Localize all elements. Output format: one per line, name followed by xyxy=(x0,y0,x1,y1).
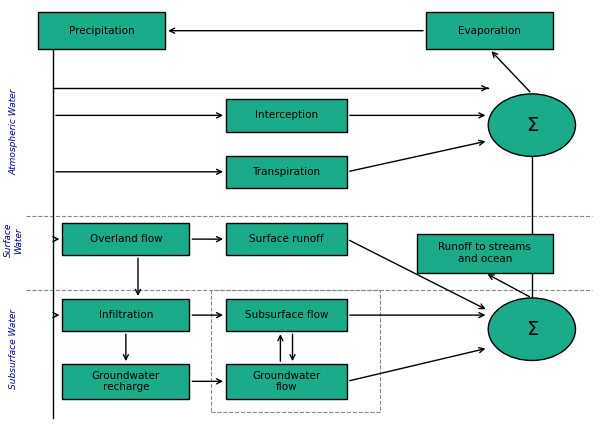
Text: Transpiration: Transpiration xyxy=(252,167,320,177)
FancyBboxPatch shape xyxy=(417,234,553,273)
Text: Σ: Σ xyxy=(526,320,538,339)
FancyBboxPatch shape xyxy=(38,12,165,49)
FancyBboxPatch shape xyxy=(62,223,189,255)
Text: Atmospheric Water: Atmospheric Water xyxy=(9,88,18,175)
FancyBboxPatch shape xyxy=(62,364,189,399)
FancyBboxPatch shape xyxy=(226,299,347,331)
Text: Subsurface flow: Subsurface flow xyxy=(245,310,328,320)
Text: Surface runoff: Surface runoff xyxy=(249,234,324,244)
Text: Groundwater
flow: Groundwater flow xyxy=(252,371,320,392)
Text: Σ: Σ xyxy=(526,116,538,135)
Text: Surface
Water: Surface Water xyxy=(4,223,24,257)
Text: Overland flow: Overland flow xyxy=(90,234,162,244)
Bar xyxy=(211,290,381,412)
FancyBboxPatch shape xyxy=(226,364,347,399)
Text: Runoff to streams
and ocean: Runoff to streams and ocean xyxy=(438,243,531,264)
Text: Evaporation: Evaporation xyxy=(458,26,521,36)
FancyBboxPatch shape xyxy=(226,156,347,188)
Circle shape xyxy=(488,94,576,156)
FancyBboxPatch shape xyxy=(62,299,189,331)
Text: Subsurface Water: Subsurface Water xyxy=(9,309,18,389)
FancyBboxPatch shape xyxy=(226,223,347,255)
Text: Precipitation: Precipitation xyxy=(69,26,135,36)
Text: Groundwater
recharge: Groundwater recharge xyxy=(92,371,160,392)
Circle shape xyxy=(488,298,576,361)
FancyBboxPatch shape xyxy=(226,99,347,132)
FancyBboxPatch shape xyxy=(426,12,553,49)
Text: Interception: Interception xyxy=(255,111,318,120)
Text: Infiltration: Infiltration xyxy=(99,310,153,320)
